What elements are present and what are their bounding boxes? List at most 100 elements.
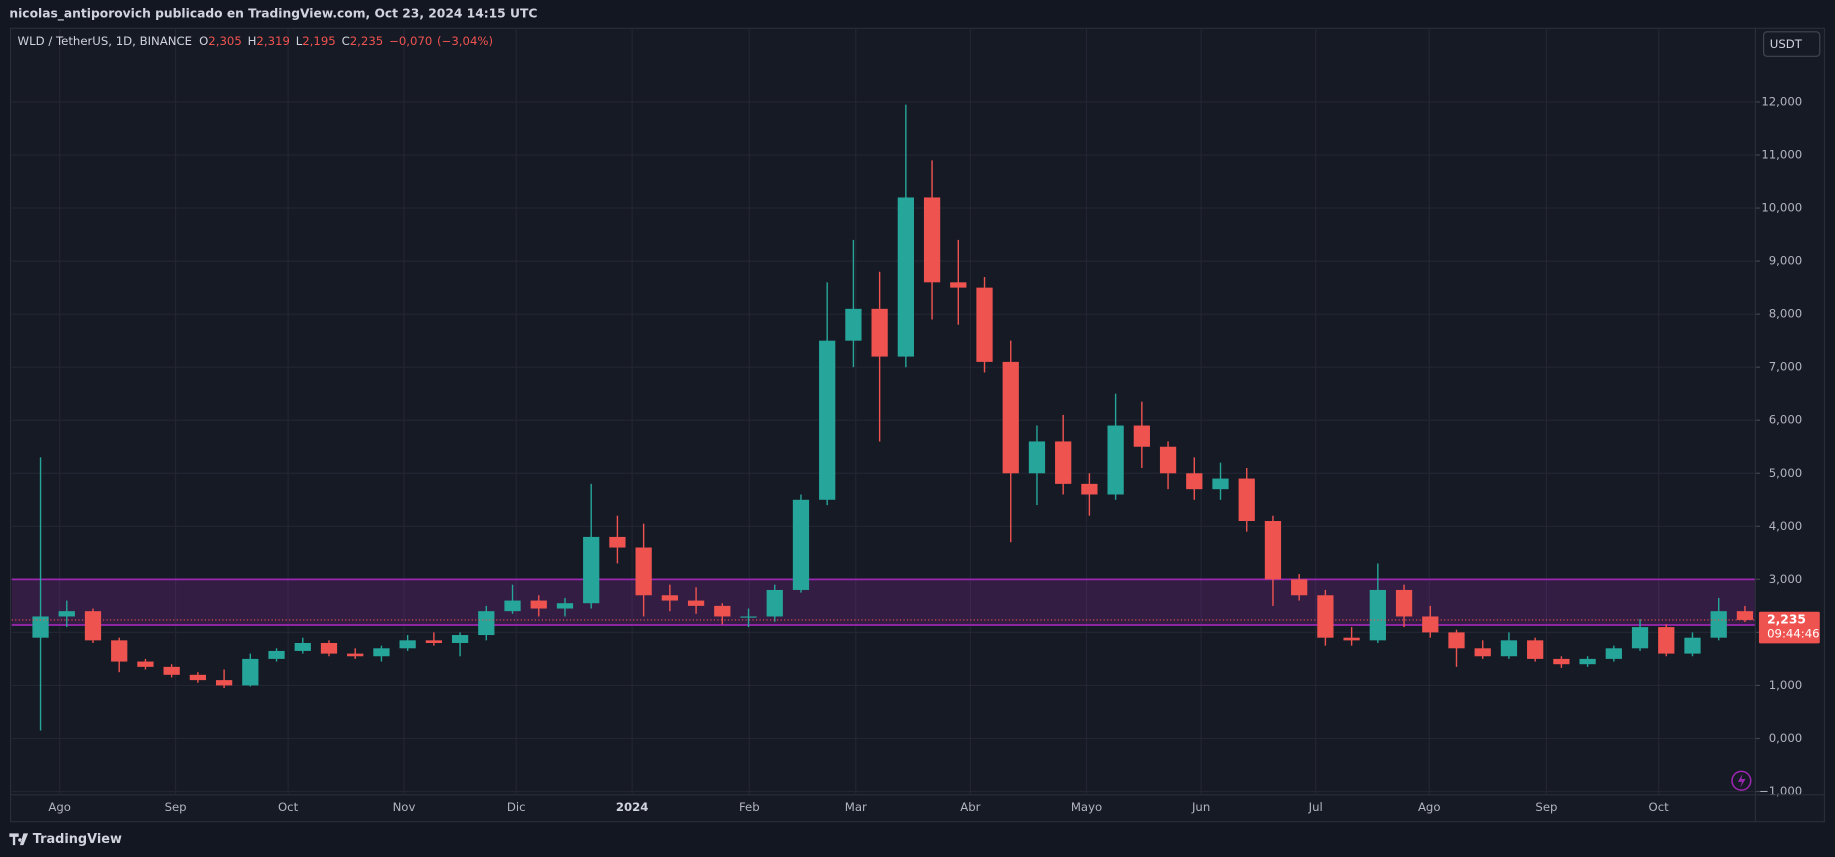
candle-body: [530, 600, 547, 609]
candle-body: [32, 616, 49, 638]
candle-body: [766, 589, 783, 617]
candle-body: [871, 308, 888, 357]
legend-item: −0,070: [389, 34, 432, 48]
candle-body: [1291, 579, 1308, 596]
y-tick-label: 1,000: [1769, 678, 1802, 692]
candle-body: [1553, 658, 1570, 665]
y-tick-label: 9,000: [1769, 254, 1802, 268]
candle-body: [1107, 425, 1124, 495]
alert-bolt: [1737, 773, 1746, 788]
candle-body: [1186, 473, 1203, 490]
candle-body: [215, 680, 233, 686]
candle-body: [399, 640, 416, 649]
candle-body: [451, 635, 469, 643]
candle-body: [189, 674, 207, 681]
candle-body: [111, 640, 128, 662]
legend-item: 2,319: [256, 34, 289, 48]
x-tick-label: Abr: [960, 800, 980, 814]
candle-body: [1317, 595, 1334, 638]
candle-body: [137, 661, 154, 667]
candle-body: [268, 650, 285, 659]
candle-body: [1631, 627, 1649, 649]
candle-body: [792, 499, 810, 590]
alert-icon[interactable]: [1731, 770, 1752, 791]
candle-body: [1343, 637, 1360, 641]
x-tick-label: Oct: [278, 800, 299, 814]
countdown: 09:44:46: [1767, 626, 1820, 640]
logo-mark: [9, 833, 29, 846]
candle-body: [950, 282, 967, 288]
publisher-line: nicolas_antiporovich publicado en Tradin…: [9, 7, 537, 22]
candle-body: [635, 547, 652, 596]
y-tick-label: 8,000: [1769, 307, 1802, 321]
candle-body: [1736, 611, 1754, 620]
candle-body: [1448, 632, 1465, 649]
x-tick-label: Jul: [1308, 800, 1323, 814]
candle-body: [58, 611, 75, 617]
y-tick-label: 10,000: [1761, 201, 1802, 215]
y-tick-label: 11,000: [1761, 148, 1802, 162]
x-tick-label: 2024: [616, 800, 649, 814]
last-price-box: [1758, 611, 1820, 644]
x-tick-label: Dic: [507, 800, 526, 814]
currency-label[interactable]: USDT: [1770, 37, 1803, 51]
candle-body: [242, 658, 259, 686]
candle-body: [1081, 483, 1098, 495]
candle-body: [845, 308, 862, 341]
x-tick-label: Mayo: [1071, 800, 1102, 814]
y-tick-label: 0,000: [1769, 731, 1802, 745]
candle-body: [1422, 616, 1439, 633]
y-tick-label: −1,000: [1759, 784, 1802, 798]
candle-body: [1605, 648, 1622, 659]
x-tick-label: Feb: [739, 800, 760, 814]
candle-body: [163, 666, 180, 675]
legend-item: WLD / TetherUS, 1D, BINANCE: [18, 34, 193, 48]
candle-body: [897, 197, 914, 357]
candle-body: [1684, 637, 1701, 654]
candle-body: [1658, 627, 1675, 654]
currency-button[interactable]: [1763, 31, 1821, 57]
x-tick-label: Jun: [1191, 800, 1210, 814]
candle-body: [294, 642, 311, 651]
candle-body: [1395, 589, 1413, 617]
candle-body: [583, 536, 600, 604]
x-tick-label: Ago: [1418, 800, 1441, 814]
legend-item: O: [199, 34, 208, 48]
legend-item: C: [342, 34, 350, 48]
y-tick-label: 4,000: [1769, 519, 1802, 533]
candle-body: [687, 600, 705, 606]
candle-body: [1500, 640, 1518, 657]
x-tick-label: Sep: [165, 800, 187, 814]
candle-body: [714, 605, 731, 617]
candle-body: [556, 603, 574, 609]
x-tick-label: Sep: [1535, 800, 1557, 814]
y-tick-label: 12,000: [1761, 94, 1802, 108]
legend-item: 2,195: [302, 34, 335, 48]
candle-body: [661, 595, 678, 601]
candle-body: [1002, 361, 1019, 474]
y-tick-label: 7,000: [1769, 360, 1802, 374]
candle-body: [819, 340, 836, 500]
legend-item: H: [248, 34, 257, 48]
candle-body: [976, 287, 993, 362]
candle-body: [504, 600, 521, 612]
candle-body: [1369, 589, 1386, 641]
legend-item: L: [296, 34, 303, 48]
legend-item: (−3,04%): [437, 34, 493, 48]
symbol-legend: WLD / TetherUS, 1D, BINANCE O2,305 H2,319 L…: [18, 34, 494, 48]
candle-body: [373, 648, 390, 657]
candle-body: [478, 611, 495, 636]
candle-body: [347, 653, 364, 657]
tradingview-logo: TradingView: [9, 832, 122, 847]
candle-body: [1710, 611, 1727, 638]
candle-body: [1028, 441, 1046, 474]
x-tick-label: Oct: [1649, 800, 1670, 814]
candle-body: [1159, 446, 1177, 474]
candle-body: [923, 197, 941, 283]
chart-pane: [9, 27, 1826, 823]
candle-body: [1133, 425, 1150, 447]
candle-body: [425, 640, 442, 643]
candle-body: [609, 536, 626, 548]
